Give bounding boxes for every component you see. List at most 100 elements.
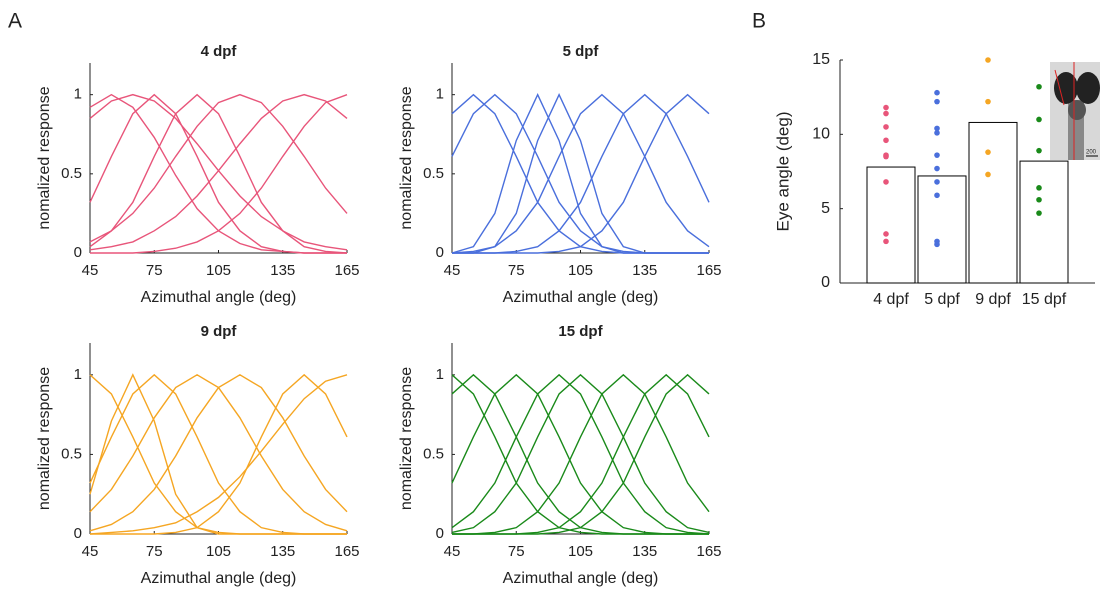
tuning-curve: [451, 373, 709, 535]
x-tick-label: 45: [82, 543, 99, 560]
tuning-curve: [89, 93, 348, 243]
data-point: [883, 110, 889, 117]
tuning-curve: [451, 373, 709, 535]
tuning-curve: [451, 93, 709, 254]
data-point: [1036, 83, 1042, 90]
bar: [1019, 160, 1069, 284]
y-axis-label: nomalized response: [398, 367, 415, 510]
tuning-curve: [452, 93, 709, 254]
x-tick-label: 135: [270, 262, 295, 279]
x-tick-label: 135: [632, 543, 657, 560]
data-point: [934, 165, 940, 172]
y-tick-label: 0: [821, 274, 830, 291]
x-tick-label: 9 dpf: [975, 291, 1011, 308]
tuning-curve: [451, 93, 709, 254]
inset-image: 200: [1050, 62, 1100, 160]
x-axis-label: Azimuthal angle (deg): [503, 570, 659, 587]
x-tick-label: 15 dpf: [1022, 291, 1067, 308]
x-tick-label: 105: [568, 543, 593, 560]
chart-title: 15 dpf: [558, 323, 603, 340]
bar: [968, 121, 1018, 284]
tuning-curve: [451, 373, 710, 535]
y-tick-label: 0: [436, 525, 444, 542]
data-point: [985, 149, 991, 155]
tuning-curve: [89, 93, 348, 251]
y-tick-label: 0.5: [61, 445, 82, 462]
data-point: [883, 238, 889, 245]
data-point: [934, 98, 940, 105]
y-tick-label: 0.5: [423, 445, 444, 462]
x-tick-label: 135: [270, 543, 295, 560]
tuning-curve: [452, 93, 710, 254]
data-point: [883, 179, 889, 185]
chart-title: 9 dpf: [201, 323, 238, 340]
data-point: [1036, 196, 1042, 203]
tuning-curve: [452, 373, 710, 535]
tuning-curve: [90, 373, 348, 535]
x-tick-label: 45: [444, 543, 461, 560]
data-point: [934, 130, 940, 136]
tuning-curve: [89, 374, 348, 532]
chart-title: 5 dpf: [563, 43, 600, 60]
tuning-curve: [451, 373, 710, 534]
panel-label: B: [752, 10, 766, 33]
tuning-curve: [90, 94, 348, 254]
data-point: [1036, 185, 1042, 191]
tuning-curve: [452, 93, 710, 254]
x-axis-label: Azimuthal angle (deg): [141, 289, 297, 306]
tuning-curve: [89, 93, 348, 251]
data-point: [883, 137, 889, 144]
data-point: [1036, 210, 1042, 216]
x-tick-label: 105: [206, 262, 231, 279]
inset-head: [1068, 100, 1086, 120]
tuning-curve: [89, 374, 348, 532]
data-point: [883, 104, 889, 111]
y-axis-label: nomalized response: [36, 86, 53, 229]
x-tick-label: 45: [82, 262, 99, 279]
tuning-curve: [451, 93, 710, 254]
y-tick-label: 10: [812, 126, 830, 143]
data-point: [883, 231, 889, 237]
inset-eye-axis: [1054, 69, 1065, 106]
y-tick-label: 0: [436, 244, 444, 261]
x-tick-label: 45: [444, 262, 461, 279]
tuning-curve: [89, 374, 348, 535]
data-point: [934, 179, 940, 185]
y-tick-label: 15: [812, 51, 830, 68]
tuning-curve: [451, 374, 709, 535]
y-tick-label: 0.5: [61, 165, 82, 182]
y-tick-label: 0: [74, 525, 82, 542]
data-point: [985, 171, 991, 178]
data-point: [883, 153, 889, 160]
tuning-curve: [452, 373, 710, 535]
y-axis-label: nomalized response: [36, 367, 53, 510]
x-axis-label: Azimuthal angle (deg): [141, 570, 297, 587]
x-axis-label: Azimuthal angle (deg): [503, 289, 659, 306]
x-tick-label: 165: [696, 543, 721, 560]
y-tick-label: 5: [821, 200, 830, 217]
x-tick-label: 4 dpf: [873, 291, 909, 308]
y-tick-label: 0: [74, 244, 82, 261]
x-tick-label: 75: [508, 262, 525, 279]
x-tick-label: 75: [146, 543, 163, 560]
inset-eye: [1054, 72, 1078, 104]
x-tick-label: 105: [568, 262, 593, 279]
data-point: [985, 57, 991, 63]
x-tick-label: 105: [206, 543, 231, 560]
bar: [917, 175, 967, 284]
data-point: [1036, 116, 1042, 123]
y-tick-label: 0.5: [423, 165, 444, 182]
data-point: [985, 98, 991, 105]
x-tick-label: 75: [508, 543, 525, 560]
x-tick-label: 75: [146, 262, 163, 279]
x-tick-label: 165: [696, 262, 721, 279]
data-point: [883, 124, 889, 130]
x-tick-label: 165: [334, 262, 359, 279]
x-tick-label: 165: [334, 543, 359, 560]
data-point: [934, 241, 940, 248]
tuning-curve: [89, 373, 347, 535]
tuning-curve: [452, 373, 710, 535]
x-tick-label: 135: [632, 262, 657, 279]
panel-label: A: [8, 10, 22, 33]
